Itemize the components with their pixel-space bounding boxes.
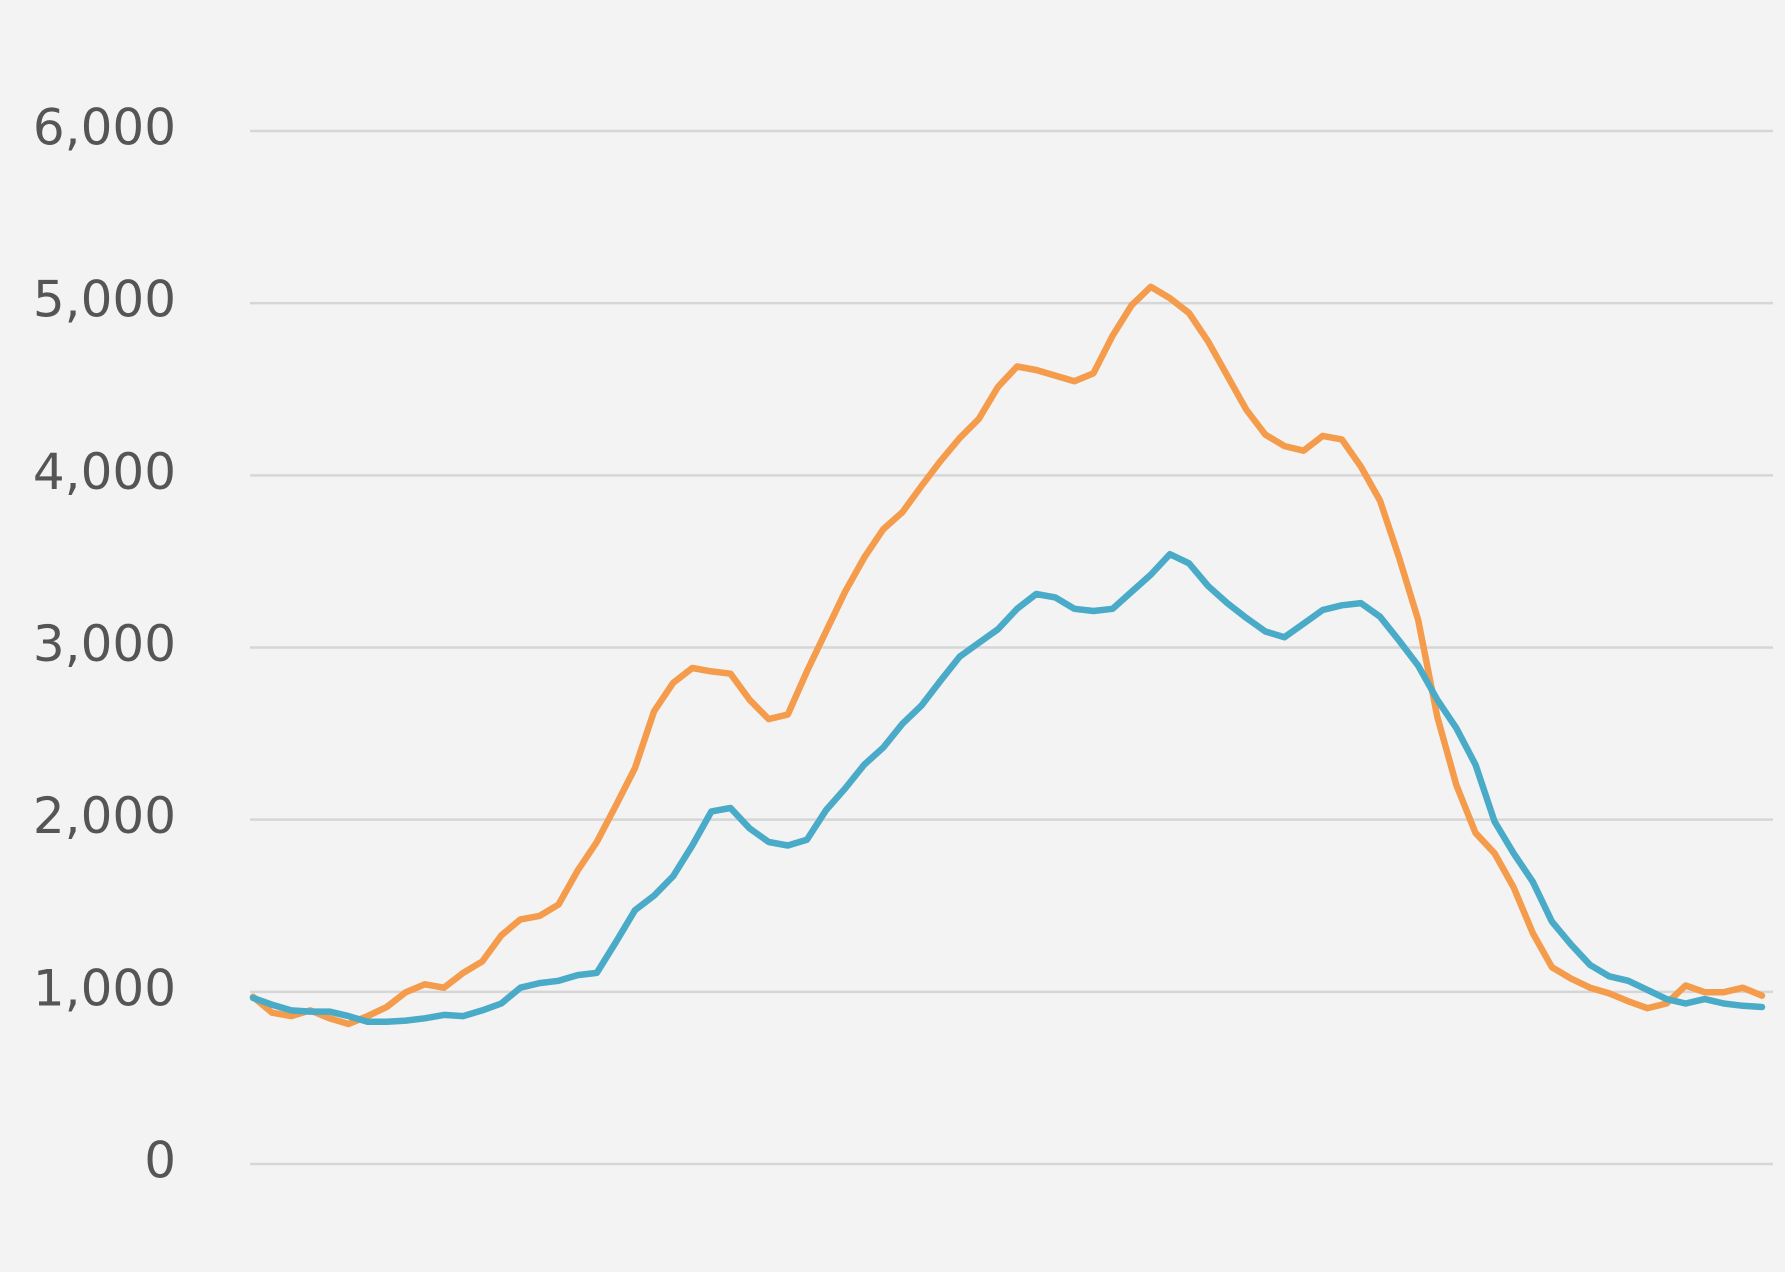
y-tick-label: 2,000 xyxy=(33,787,176,845)
line xyxy=(249,550,1766,1026)
y-tick-label: 4,000 xyxy=(33,443,176,501)
y-tick-label: 3,000 xyxy=(33,615,176,673)
y-tick-label: 0 xyxy=(144,1132,176,1190)
line xyxy=(249,283,1766,1028)
y-tick-label: 5,000 xyxy=(33,271,176,329)
y-tick-label: 1,000 xyxy=(33,959,176,1017)
y-tick-label: 6,000 xyxy=(33,99,176,157)
